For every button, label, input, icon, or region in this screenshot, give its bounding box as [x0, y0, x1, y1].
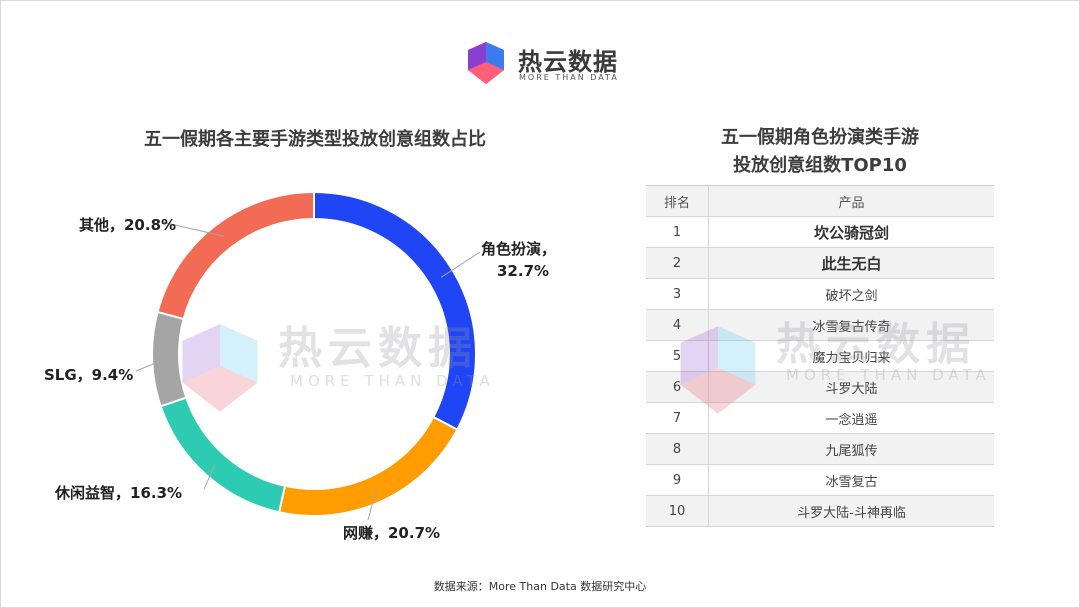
leader-line — [440, 251, 481, 278]
row-rank: 6 — [646, 371, 709, 403]
table-row: 2 此生无白 — [646, 247, 994, 279]
logo-icon — [468, 42, 504, 84]
table-title: 五一假期角色扮演类手游 投放创意组数TOP10 — [646, 124, 994, 180]
table-title-line-2: 投放创意组数TOP10 — [733, 155, 907, 176]
row-rank: 7 — [646, 402, 709, 434]
brand-tagline: MORE THAN DATA — [519, 73, 619, 82]
row-rank: 9 — [646, 464, 709, 496]
table-header-row: 排名 产品 — [646, 185, 994, 217]
table-row: 3 破坏之剑 — [646, 278, 994, 310]
donut-chart — [135, 190, 481, 521]
row-rank: 3 — [646, 278, 709, 310]
donut-chart-title: 五一假期各主要手游类型投放创意组数占比 — [144, 129, 486, 150]
ranking-table: 排名 产品 1 坎公骑冠剑 2 此生无白 3 破坏之剑 4 冰雪复古传奇 5 魔力宝贝归来 6 斗罗大… — [646, 185, 994, 527]
label-casual: 休闲益智，16.3% — [55, 484, 183, 502]
table-row: 7 一念逍遥 — [646, 402, 994, 434]
label-slg: SLG，9.4% — [44, 366, 134, 384]
row-product: 斗罗大陆 — [708, 371, 994, 403]
table-row: 5 魔力宝贝归来 — [646, 340, 994, 372]
table-title-line-1: 五一假期角色扮演类手游 — [721, 127, 919, 148]
slice-slg — [151, 310, 188, 408]
row-product: 魔力宝贝归来 — [708, 340, 994, 372]
row-rank: 10 — [646, 495, 709, 527]
row-rank: 1 — [646, 216, 709, 248]
label-wangzhuan: 网赚，20.7% — [343, 524, 441, 542]
label-roleplay: 角色扮演， 32.7% — [481, 240, 557, 280]
brand-logo: 热云数据 MORE THAN DATA — [462, 40, 622, 88]
row-product: 冰雪复古 — [708, 464, 994, 496]
row-product: 此生无白 — [708, 247, 994, 279]
slice-roleplay — [313, 190, 477, 432]
label-roleplay-value: 32.7% — [497, 262, 550, 280]
row-product: 坎公骑冠剑 — [708, 216, 994, 248]
header-rank: 排名 — [646, 185, 709, 217]
ranking-table-wrap: 排名 产品 1 坎公骑冠剑 2 此生无白 3 破坏之剑 4 冰雪复古传奇 5 魔力宝贝归来 6 斗罗大… — [646, 185, 994, 527]
row-rank: 4 — [646, 309, 709, 341]
header-product: 产品 — [708, 185, 994, 217]
leader-line — [135, 358, 166, 372]
leader-line — [367, 488, 377, 521]
row-rank: 2 — [646, 247, 709, 279]
table-row: 10 斗罗大陆-斗神再临 — [646, 495, 994, 527]
row-product: 斗罗大陆-斗神再临 — [708, 495, 994, 527]
table-row: 6 斗罗大陆 — [646, 371, 994, 403]
leader-line — [161, 221, 224, 237]
table-row: 4 冰雪复古传奇 — [646, 309, 994, 341]
row-product: 破坏之剑 — [708, 278, 994, 310]
row-rank: 5 — [646, 340, 709, 372]
brand-name: 热云数据 — [518, 48, 618, 76]
table-row: 8 九尾狐传 — [646, 433, 994, 465]
slice-wangzhuan — [277, 415, 459, 517]
table-row: 9 冰雪复古 — [646, 464, 994, 496]
row-product: 冰雪复古传奇 — [708, 309, 994, 341]
label-other: 其他，20.8% — [79, 216, 177, 234]
row-rank: 8 — [646, 433, 709, 465]
row-product: 九尾狐传 — [708, 433, 994, 465]
table-row: 1 坎公骑冠剑 — [646, 216, 994, 248]
leader-line — [203, 464, 216, 490]
slice-other — [156, 190, 315, 321]
row-product: 一念逍遥 — [708, 402, 994, 434]
data-source: 数据来源：More Than Data 数据研究中心 — [433, 580, 647, 593]
